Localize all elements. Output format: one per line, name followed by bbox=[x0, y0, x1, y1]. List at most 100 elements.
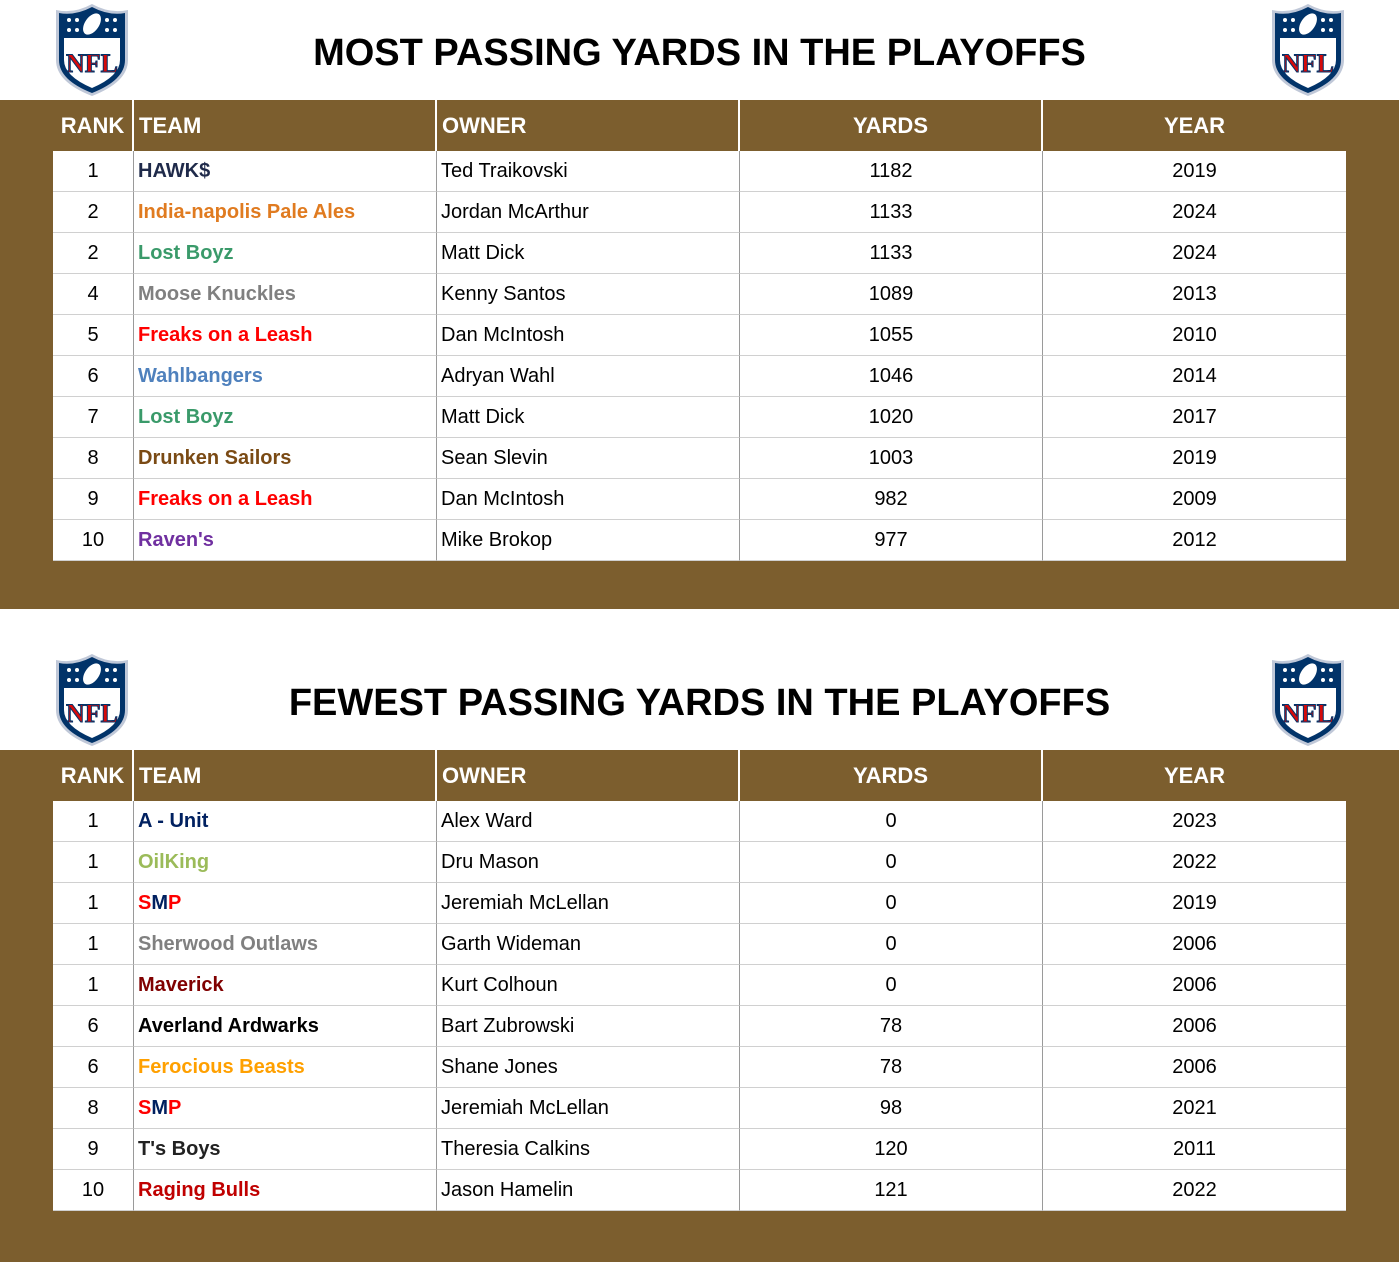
team-name: P bbox=[168, 892, 182, 914]
table-cell: SMP bbox=[134, 1088, 437, 1129]
table-cell: Dru Mason bbox=[437, 842, 740, 883]
column-header: YEAR bbox=[1163, 763, 1226, 788]
table-cell: Mike Brokop bbox=[437, 520, 740, 561]
team-name: Raven's bbox=[138, 529, 214, 551]
team-name: T's Boys bbox=[138, 1138, 221, 1160]
table-cell: HAWK$ bbox=[134, 151, 437, 192]
team-name: Freaks on a Leash bbox=[138, 488, 313, 510]
football bbox=[83, 13, 101, 35]
table-cell: Raging Bulls bbox=[134, 1170, 437, 1211]
table-cell: 9 bbox=[53, 1129, 134, 1170]
shield-inner bbox=[64, 38, 120, 88]
team-name: OilKing bbox=[138, 851, 210, 873]
table-cell: 2012 bbox=[1043, 520, 1346, 561]
table-cell: 121 bbox=[740, 1170, 1043, 1211]
table-cell: Matt Dick bbox=[437, 397, 740, 438]
shield-inner bbox=[1280, 688, 1336, 738]
table-cell: 1133 bbox=[740, 233, 1043, 274]
table-cell: Shane Jones bbox=[437, 1047, 740, 1088]
table-cell: 2023 bbox=[1043, 801, 1346, 842]
column-header: OWNER bbox=[437, 100, 740, 151]
table-cell: 9 bbox=[53, 479, 134, 520]
team-name: Averland Ardwarks bbox=[138, 1015, 319, 1037]
table-cell: Alex Ward bbox=[437, 801, 740, 842]
table-cell: 78 bbox=[740, 1047, 1043, 1088]
column-header: RANK bbox=[53, 750, 134, 801]
column-header: YARDS bbox=[740, 100, 1043, 151]
table-cell: Maverick bbox=[134, 965, 437, 1006]
table-cell: 8 bbox=[53, 1088, 134, 1129]
logo-text: NFL bbox=[1282, 49, 1334, 78]
table-cell: Ted Traikovski bbox=[437, 151, 740, 192]
table-cell: 2024 bbox=[1043, 192, 1346, 233]
table-cell: Averland Ardwarks bbox=[134, 1006, 437, 1047]
table-cell: 1 bbox=[53, 801, 134, 842]
column-header: TEAM bbox=[134, 100, 437, 151]
team-name: Lost Boyz bbox=[138, 242, 234, 264]
team-name: India-napolis Pale Ales bbox=[138, 201, 356, 223]
team-name: Ferocious Beasts bbox=[138, 1056, 305, 1078]
table-cell: Ferocious Beasts bbox=[134, 1047, 437, 1088]
table-cell: Drunken Sailors bbox=[134, 438, 437, 479]
table-cell: 2019 bbox=[1043, 883, 1346, 924]
table-cell: 982 bbox=[740, 479, 1043, 520]
table-cell: 1 bbox=[53, 151, 134, 192]
column-header: OWNER bbox=[437, 750, 740, 801]
table-cell: 1046 bbox=[740, 356, 1043, 397]
shield-inner bbox=[1280, 38, 1336, 88]
table-cell: 2019 bbox=[1043, 151, 1346, 192]
table-cell: SMP bbox=[134, 883, 437, 924]
table-cell: 1020 bbox=[740, 397, 1043, 438]
table-cell: 2006 bbox=[1043, 1006, 1346, 1047]
table-cell: 2 bbox=[53, 192, 134, 233]
table-cell: 2024 bbox=[1043, 233, 1346, 274]
section-title: FEWEST PASSING YARDS IN THE PLAYOFFS bbox=[288, 682, 1111, 724]
table-cell: 0 bbox=[740, 842, 1043, 883]
nfl-logo: NFL bbox=[56, 4, 128, 96]
table-cell: 1055 bbox=[740, 315, 1043, 356]
table-cell: Jeremiah McLellan bbox=[437, 883, 740, 924]
table-cell: 2021 bbox=[1043, 1088, 1346, 1129]
table-cell: 1003 bbox=[740, 438, 1043, 479]
table-cell: 2014 bbox=[1043, 356, 1346, 397]
nfl-logo: NFL bbox=[1272, 4, 1344, 96]
table-cell: 120 bbox=[740, 1129, 1043, 1170]
table-cell: 0 bbox=[740, 801, 1043, 842]
team-name: Freaks on a Leash bbox=[138, 324, 313, 346]
table-cell: 6 bbox=[53, 1006, 134, 1047]
team-name: Sherwood Outlaws bbox=[138, 933, 319, 955]
table-cell: Lost Boyz bbox=[134, 233, 437, 274]
table-cell: 10 bbox=[53, 520, 134, 561]
table-cell: Matt Dick bbox=[437, 233, 740, 274]
table-cell: A - Unit bbox=[134, 801, 437, 842]
team-name: Wahlbangers bbox=[138, 365, 263, 387]
table-cell: Sean Slevin bbox=[437, 438, 740, 479]
table-cell: Freaks on a Leash bbox=[134, 315, 437, 356]
team-name: Moose Knuckles bbox=[138, 283, 296, 305]
column-header: YEAR bbox=[1163, 113, 1226, 138]
logo-text: NFL bbox=[1282, 699, 1334, 728]
table-cell: 5 bbox=[53, 315, 134, 356]
table-cell: 6 bbox=[53, 356, 134, 397]
table-cell: 977 bbox=[740, 520, 1043, 561]
table-cell: Adryan Wahl bbox=[437, 356, 740, 397]
table-cell: Moose Knuckles bbox=[134, 274, 437, 315]
team-name: HAWK$ bbox=[138, 160, 211, 182]
table-cell: 2011 bbox=[1043, 1129, 1346, 1170]
stars bbox=[67, 668, 117, 682]
column-header: RANK bbox=[53, 100, 134, 151]
table-cell: Dan McIntosh bbox=[437, 315, 740, 356]
team-name: M bbox=[151, 892, 169, 914]
table-cell: 2009 bbox=[1043, 479, 1346, 520]
table-cell: 1 bbox=[53, 965, 134, 1006]
team-name: S bbox=[138, 892, 152, 914]
table-cell: 0 bbox=[740, 965, 1043, 1006]
table-cell: 1133 bbox=[740, 192, 1043, 233]
table-cell: Theresia Calkins bbox=[437, 1129, 740, 1170]
team-name: Maverick bbox=[138, 974, 224, 996]
table-cell: 2006 bbox=[1043, 1047, 1346, 1088]
table-cell: 1182 bbox=[740, 151, 1043, 192]
table-cell: 98 bbox=[740, 1088, 1043, 1129]
team-name: S bbox=[138, 1097, 152, 1119]
